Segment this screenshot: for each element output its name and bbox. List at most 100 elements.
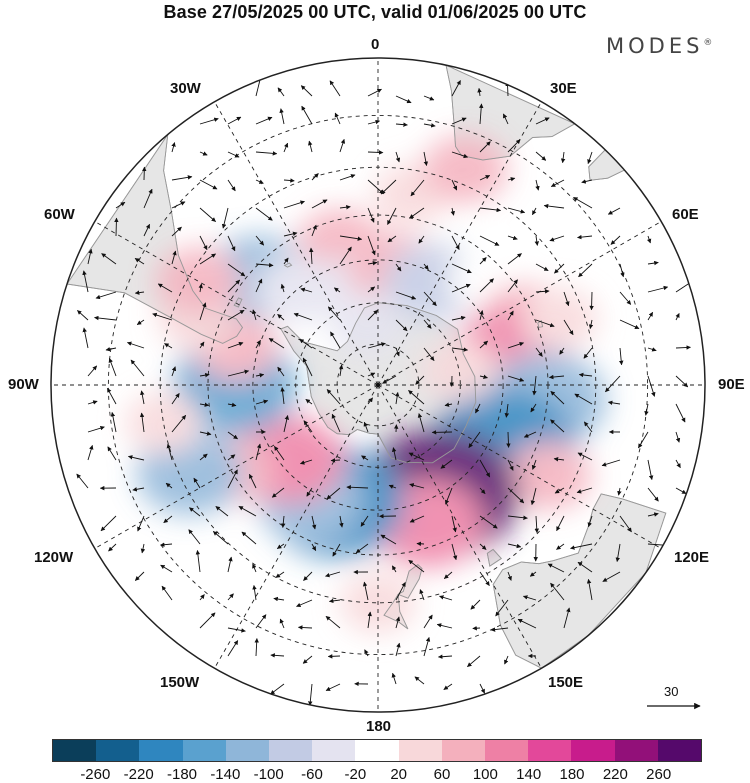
wind-vector bbox=[274, 446, 285, 461]
meridian-line bbox=[377, 384, 542, 669]
wind-vector bbox=[586, 578, 593, 601]
wind-vector bbox=[532, 207, 537, 216]
wind-vector bbox=[502, 113, 509, 125]
wind-vector bbox=[367, 611, 372, 629]
wind-vector bbox=[395, 263, 402, 272]
wind-vector bbox=[189, 507, 201, 517]
wind-vector bbox=[529, 571, 537, 577]
wind-vector bbox=[221, 207, 229, 229]
wind-vector bbox=[199, 151, 208, 156]
wind-vector bbox=[171, 226, 182, 237]
wind-vector bbox=[530, 487, 537, 506]
wind-vector bbox=[87, 248, 93, 265]
wind-vector bbox=[423, 347, 435, 361]
geopotential-anomaly-blob bbox=[125, 392, 202, 454]
wind-vector bbox=[134, 258, 145, 265]
wind-vector bbox=[283, 257, 289, 265]
wind-vector bbox=[270, 683, 285, 695]
wind-vector bbox=[490, 627, 509, 632]
wind-vector bbox=[302, 357, 313, 377]
wind-vector bbox=[327, 654, 341, 659]
wind-vector bbox=[387, 207, 397, 225]
wind-vector bbox=[255, 614, 267, 629]
wind-vector bbox=[563, 291, 570, 307]
colorbar bbox=[52, 739, 702, 762]
wind-vector bbox=[227, 593, 234, 601]
wind-vector bbox=[255, 339, 261, 349]
lon-label-180: 180 bbox=[366, 718, 392, 735]
wind-vector bbox=[675, 345, 691, 350]
wind-vector bbox=[171, 250, 177, 265]
wind-vector bbox=[570, 543, 593, 550]
wind-vector bbox=[675, 487, 687, 495]
wind-vector bbox=[212, 531, 229, 545]
wind-vector bbox=[130, 359, 145, 377]
wind-vector bbox=[409, 207, 425, 219]
wind-vector bbox=[423, 614, 433, 629]
wind-vector bbox=[165, 482, 173, 489]
wind-vector bbox=[331, 413, 341, 433]
wind-vector bbox=[255, 278, 263, 293]
wind-vector bbox=[311, 224, 317, 237]
wind-vector bbox=[395, 291, 417, 300]
wind-vector bbox=[279, 618, 285, 629]
wind-vector bbox=[367, 372, 376, 377]
wind-vector bbox=[367, 88, 382, 97]
wind-vector bbox=[443, 571, 453, 579]
wind-vector bbox=[227, 279, 241, 293]
geopotential-anomaly-blob bbox=[155, 247, 241, 315]
wind-vector bbox=[647, 487, 659, 502]
wind-vector bbox=[199, 372, 210, 378]
wind-vector bbox=[171, 393, 180, 405]
wind-vector bbox=[252, 563, 257, 573]
meridian-line bbox=[377, 221, 662, 386]
wind-vector bbox=[367, 235, 376, 256]
colorbar-swatch bbox=[441, 740, 486, 761]
wind-vector bbox=[675, 459, 681, 469]
wind-vector bbox=[152, 312, 173, 321]
wind-vector bbox=[339, 246, 352, 265]
wind-vector bbox=[140, 543, 146, 554]
wind-vector bbox=[607, 400, 621, 406]
lon-label-60e: 60E bbox=[672, 206, 699, 223]
wind-vector bbox=[574, 393, 593, 405]
wind-vector bbox=[166, 443, 173, 461]
colorbar-swatch bbox=[614, 740, 658, 761]
wind-vector bbox=[605, 375, 621, 393]
wind-vector bbox=[554, 487, 565, 494]
wind-vector bbox=[87, 425, 105, 433]
wind-vector bbox=[479, 340, 489, 349]
wind-vector bbox=[199, 253, 216, 265]
geopotential-anomaly-blob bbox=[420, 340, 498, 402]
wind-vector bbox=[297, 625, 313, 630]
wind-vector bbox=[423, 291, 437, 307]
wind-vector bbox=[140, 390, 145, 405]
colorbar-tick-label: -20 bbox=[344, 766, 367, 783]
wind-vector bbox=[583, 347, 593, 359]
wind-vector bbox=[302, 655, 313, 664]
wind-vector bbox=[618, 347, 624, 366]
geopotential-anomaly-blob bbox=[506, 441, 592, 510]
colorbar-swatch bbox=[398, 740, 442, 761]
wind-vector bbox=[283, 231, 298, 237]
wind-vector bbox=[199, 117, 219, 125]
wind-vector bbox=[339, 138, 346, 153]
colorbar-swatch bbox=[139, 740, 183, 761]
wind-vector bbox=[507, 139, 521, 153]
wind-vector bbox=[171, 175, 193, 181]
wind-vector bbox=[506, 431, 511, 448]
wind-vector bbox=[255, 151, 278, 156]
wind-vector bbox=[227, 151, 240, 158]
wind-vector bbox=[380, 534, 397, 545]
wind-vector bbox=[647, 459, 654, 481]
wind-vector bbox=[101, 253, 117, 265]
wind-vector bbox=[199, 302, 207, 321]
wind-vector bbox=[439, 595, 453, 601]
colorbar-tick-label: 220 bbox=[602, 766, 628, 783]
colorbar-tick-label: 100 bbox=[472, 766, 498, 783]
wind-vector bbox=[535, 179, 540, 191]
tasmania-coastline bbox=[486, 548, 502, 567]
wind-vector bbox=[408, 559, 425, 573]
wind-vector bbox=[255, 116, 273, 125]
wind-vector bbox=[134, 290, 145, 295]
